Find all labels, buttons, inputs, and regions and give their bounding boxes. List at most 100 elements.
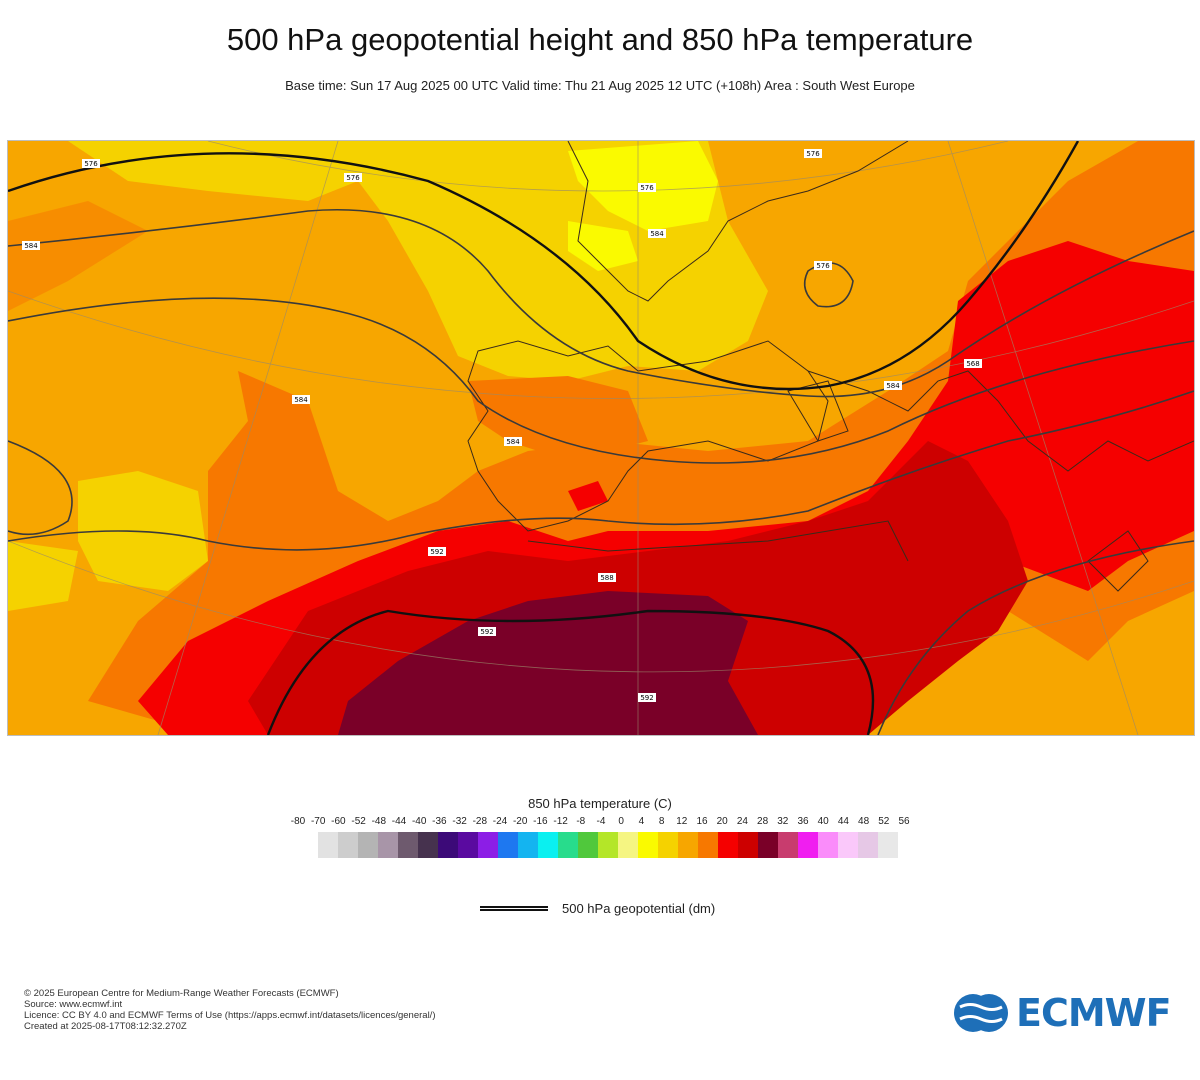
coast-sardinia [787,380,849,442]
colorbar-swatch [378,832,398,858]
colorbar-tick-label: -16 [533,816,548,827]
contour-label-text: 576 [640,184,654,192]
colorbar-swatch [458,832,478,858]
contour-592a [8,390,1194,551]
footer: © 2025 European Centre for Medium-Range … [24,988,436,1032]
contour-label-box [504,437,522,446]
colorbar-swatch [678,832,698,858]
contour-label-box [648,229,666,238]
colorbar-swatch [418,832,438,858]
colorbar-tick-label: -8 [576,816,586,827]
contour-label-box [804,149,822,158]
colorbar-tick-label: 12 [676,816,688,827]
colorbar-swatch [838,832,858,858]
contour-closed-alps [803,262,854,308]
colorbar-tick-label: 56 [898,816,910,827]
colorbar-swatch [698,832,718,858]
colorbar-swatch [398,832,418,858]
colorbar-tick-label: 8 [658,816,665,827]
contour-key-label: 500 hPa geopotential (dm) [562,900,716,916]
colorbar-tick-label: 40 [817,816,829,827]
colorbar-tick-label: -48 [371,816,387,827]
temp-field-16-20-bay [8,201,148,311]
graticule-lat-3 [207,141,1009,192]
footer-created: Created at 2025-08-17T08:12:32.270Z [24,1021,187,1032]
colorbar-tick-label: 52 [878,816,890,827]
footer-copyright: © 2025 European Centre for Medium-Range … [24,988,339,999]
colorbar-swatch [438,832,458,858]
contour-label-box [478,627,496,636]
colorbar-tick-label: -52 [351,816,366,827]
temp-field-20-24-spain [568,481,608,511]
coast-italy-balkans [807,370,1194,472]
map-svg: 576 584 576 584 576 592 592 584 576 576 … [8,141,1194,735]
ecmwf-logo-text: ECMWF [1016,991,1172,1035]
colorbar-swatch [758,832,778,858]
colorbar-tick-label: -12 [553,816,568,827]
colorbar-swatch [858,832,878,858]
footer-licence: Licence: CC BY 4.0 and ECMWF Terms of Us… [24,1010,436,1021]
contour-label-box [638,183,656,192]
weather-map: 576 584 576 584 576 592 592 584 576 576 … [7,140,1195,736]
colorbar-tick-label: -32 [452,816,467,827]
graticule-lat-2 [8,540,1194,673]
contour-label-box [814,261,832,270]
colorbar-tick-label: -40 [411,816,427,827]
colorbar-tick-label: 36 [797,816,809,827]
contour-label-box [428,547,446,556]
coast-crete [1087,530,1149,592]
colorbar-swatch [638,832,658,858]
contour-low [8,440,73,536]
contour-label-group: 576 584 576 584 576 592 592 584 576 576 … [22,149,982,702]
contour-588 [8,297,1194,464]
ecmwf-logo-icon [954,994,1008,1032]
colorbar-tick-label: -4 [596,816,606,827]
footer-source: Source: www.ecmwf.int [24,999,123,1010]
contour-label-text: 584 [506,438,520,446]
colorbar-tick-label: -24 [492,816,508,827]
colorbar-tick-label: 24 [736,816,748,827]
colorbar-swatch [478,832,498,858]
contour-label-text: 592 [430,548,443,556]
colorbar-swatch [558,832,578,858]
contour-label-box [598,573,616,582]
colorbar-tick-label: 0 [618,816,624,827]
graticule-lat-1 [8,290,1194,399]
contour-label-text: 584 [650,230,664,238]
page-subtitle: Base time: Sun 17 Aug 2025 00 UTC Valid … [285,78,915,93]
temp-field-20-24-east [1128,291,1194,441]
contour-592b [266,609,875,735]
colorbar-swatch [718,832,738,858]
contour-label-text: 584 [886,382,900,390]
colorbar-swatch [318,832,338,858]
contour-key: 500 hPa geopotential (dm) [480,898,715,918]
colorbar-tick-label: -36 [432,816,447,827]
contour-label-text: 576 [806,150,820,158]
colorbar-tick-label: 32 [777,816,789,827]
legend-colorbar [318,832,898,858]
contour-label-box [292,395,310,404]
contour-label-text: 568 [966,360,979,368]
colorbar-tick-label: -28 [472,816,488,827]
colorbar-tick-label: 16 [696,816,708,827]
colorbar-swatch [818,832,838,858]
ecmwf-logo: ECMWF [952,990,1172,1036]
colorbar-swatch [338,832,358,858]
colorbar-tick-label: 4 [638,816,645,827]
colorbar-swatch [518,832,538,858]
contour-label-text: 588 [600,574,613,582]
temp-field-4-8-loire [568,221,638,271]
colorbar-swatch [658,832,678,858]
contour-label-box [638,693,656,702]
coast-north-africa [527,520,909,562]
temp-field-8-12-west [8,541,78,611]
page-title: 500 hPa geopotential height and 850 hPa … [226,22,974,57]
colorbar-tick-label: -20 [512,816,528,827]
contour-label-text: 592 [640,694,653,702]
colorbar-swatch [738,832,758,858]
colorbar-swatch [578,832,598,858]
colorbar-tick-label: -80 [290,816,306,827]
graticule-lon-3 [947,141,1139,735]
colorbar-swatch [598,832,618,858]
legend-ticks: -80 -70 -60 -52 -48 -44 -40 -36 -32 -28 -24 -20 -16-… [0,816,1200,830]
